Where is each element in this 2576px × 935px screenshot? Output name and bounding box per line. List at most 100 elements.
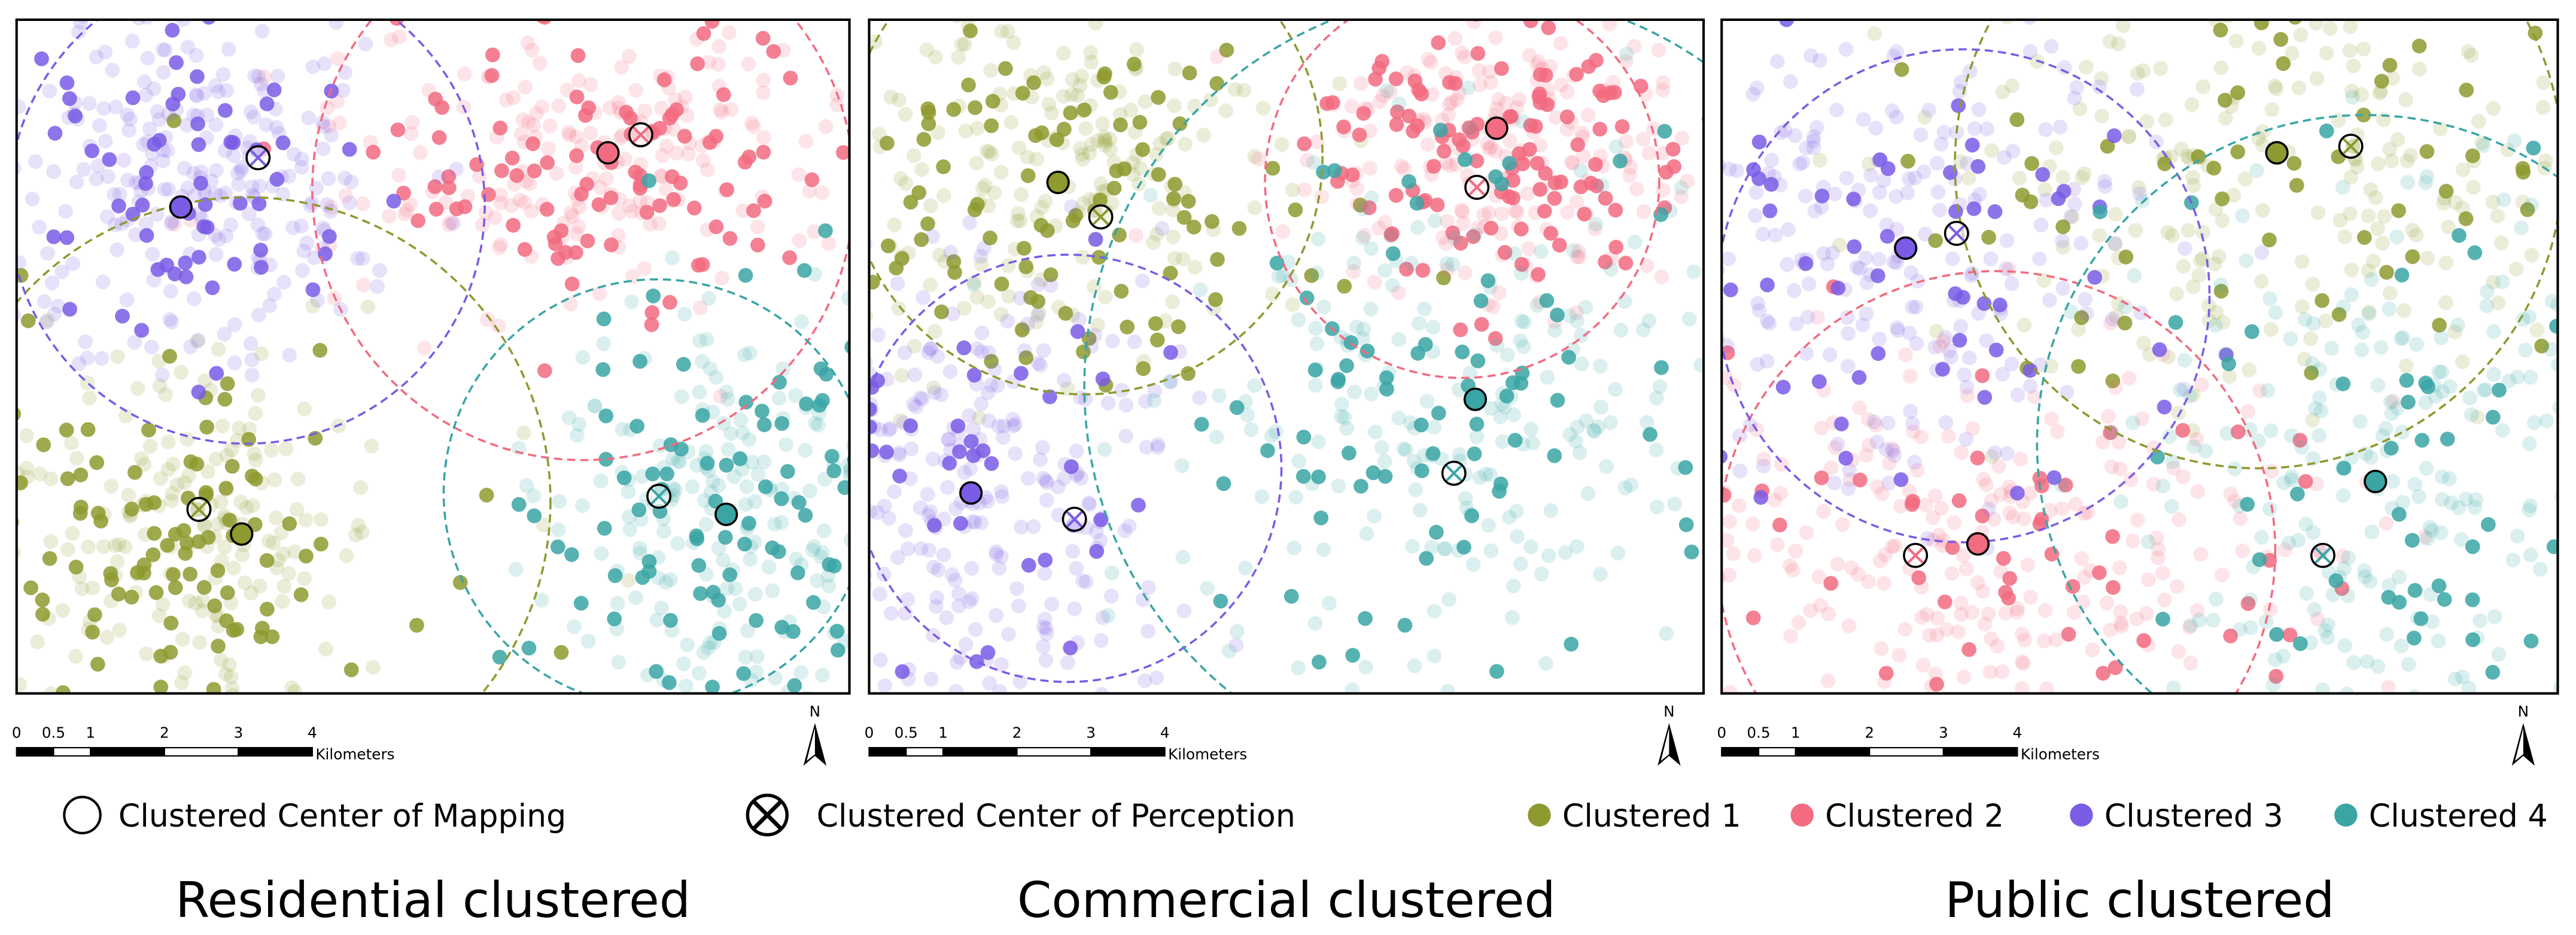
point (1902, 171, 1917, 187)
point (230, 165, 245, 181)
point (1745, 610, 1761, 626)
point (1167, 61, 1182, 77)
point (1617, 480, 1633, 496)
point (963, 461, 978, 476)
point (1095, 371, 1111, 387)
scale-segment (1016, 746, 1092, 757)
point (1042, 389, 1057, 405)
point (1187, 260, 1203, 275)
point (1937, 594, 1952, 609)
point (2064, 210, 2080, 224)
point (1165, 202, 1181, 217)
point (1607, 382, 1623, 397)
point (1118, 429, 1133, 444)
point (2342, 43, 2358, 58)
point (1749, 80, 1765, 96)
point (652, 121, 667, 136)
point (2315, 293, 2329, 308)
point (1018, 350, 1033, 365)
point (90, 158, 106, 174)
point (1070, 87, 1085, 103)
point (431, 130, 447, 145)
point (1299, 290, 1315, 306)
point (177, 475, 192, 490)
point (994, 657, 1009, 672)
point (383, 32, 399, 47)
point (2563, 292, 2576, 307)
point (564, 547, 579, 562)
point (1410, 461, 1425, 476)
point (1803, 603, 1818, 618)
point (2335, 376, 2351, 391)
point (2344, 83, 2359, 99)
point (2213, 60, 2229, 75)
point (1746, 162, 1761, 177)
point (2325, 708, 2340, 722)
point (1410, 220, 1425, 235)
legend-perception-cross (752, 800, 782, 830)
point (247, 446, 262, 462)
point (1722, 162, 1737, 177)
point (2370, 378, 2386, 393)
point (1020, 150, 1035, 165)
point (1872, 553, 1888, 569)
point (2370, 658, 2386, 674)
point (177, 665, 193, 681)
point (2385, 473, 2400, 489)
point (598, 451, 614, 467)
point (81, 539, 96, 555)
point (1891, 648, 1907, 663)
point (136, 136, 151, 152)
point (2200, 159, 2216, 174)
point (1091, 250, 1106, 265)
point (2297, 351, 2312, 367)
point (1172, 116, 1188, 132)
point (1427, 420, 1441, 435)
point (994, 24, 1009, 39)
point (579, 177, 594, 192)
point (2269, 627, 2284, 642)
point (1791, 615, 1806, 630)
point (1659, 626, 1674, 641)
point (1319, 96, 1334, 111)
point (1495, 434, 1510, 449)
point (1995, 84, 2011, 100)
point (1999, 446, 2015, 462)
point (111, 587, 126, 602)
point (431, 169, 447, 184)
point (2386, 394, 2401, 409)
panel-title: Public clustered (1945, 872, 2334, 929)
point (162, 348, 177, 364)
point (2097, 174, 2112, 189)
point (829, 97, 844, 113)
point (1203, 92, 1218, 108)
point (1807, 204, 1823, 219)
point (0, 393, 1, 408)
point (117, 539, 133, 554)
point (2039, 681, 2054, 694)
point (158, 130, 174, 145)
point (1543, 503, 1559, 518)
point (892, 447, 907, 463)
point (1835, 517, 1850, 532)
point (1507, 246, 1522, 262)
point (441, 169, 457, 184)
point (1516, 436, 1531, 452)
point (2286, 156, 2302, 171)
point (539, 202, 555, 217)
point (822, 578, 837, 594)
point (1038, 552, 1053, 567)
point (1774, 457, 1789, 472)
point (561, 125, 576, 139)
point (196, 219, 212, 234)
point (1751, 134, 1767, 150)
point (285, 220, 300, 235)
point (837, 633, 850, 649)
legend-cluster-dot (1528, 803, 1551, 827)
point (1933, 136, 1949, 152)
point (299, 235, 315, 251)
point (1970, 450, 1985, 466)
point (1464, 508, 1480, 524)
point (1012, 674, 1028, 690)
point (100, 209, 115, 224)
